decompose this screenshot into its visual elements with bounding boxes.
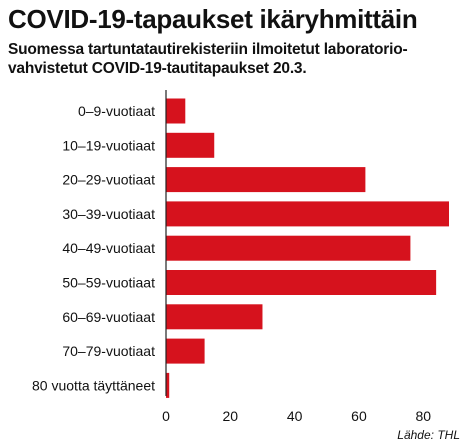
bar xyxy=(166,98,186,124)
tick-label: 60 xyxy=(351,408,367,424)
bar xyxy=(166,132,215,158)
bar xyxy=(166,338,205,364)
category-label: 30–39-vuotiaat xyxy=(62,206,155,222)
category-label: 0–9-vuotiaat xyxy=(78,103,155,119)
category-label: 60–69-vuotiaat xyxy=(62,309,155,325)
category-label: 80 vuotta täyttäneet xyxy=(32,377,155,393)
bar xyxy=(166,270,437,295)
chart-subtitle: Suomessa tartuntatautirekisteriin ilmoit… xyxy=(8,41,408,77)
tick-label: 80 xyxy=(415,408,431,424)
bar xyxy=(166,235,411,261)
chart-title: COVID-19-tapaukset ikäryhmittäin xyxy=(8,4,418,34)
bar xyxy=(166,304,263,330)
category-label: 20–29-vuotiaat xyxy=(62,172,155,188)
category-label: 50–59-vuotiaat xyxy=(62,275,155,291)
bars xyxy=(166,98,449,398)
category-label: 70–79-vuotiaat xyxy=(62,343,155,359)
category-labels: 0–9-vuotiaat 10–19-vuotiaat 20–29-vuotiaat… xyxy=(32,103,155,393)
category-label: 10–19-vuotiaat xyxy=(62,137,155,153)
tick-label: 0 xyxy=(162,408,170,424)
tick-label: 40 xyxy=(287,408,303,424)
tick-label: 20 xyxy=(223,408,239,424)
bar xyxy=(166,372,170,398)
bar xyxy=(166,201,449,227)
value-axis-ticks: 0 20 40 60 80 xyxy=(162,408,431,424)
source-note: Lähde: THL xyxy=(397,428,460,442)
bar xyxy=(166,167,366,193)
category-label: 40–49-vuotiaat xyxy=(62,240,155,256)
